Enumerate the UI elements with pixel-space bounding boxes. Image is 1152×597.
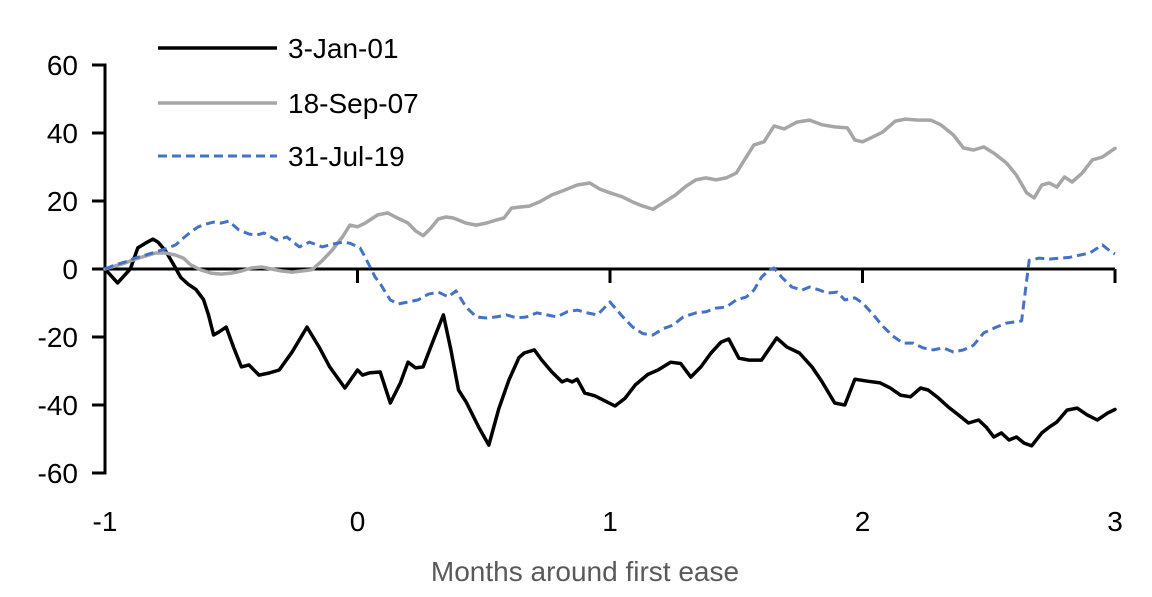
x-tick-label: 0 (350, 506, 366, 537)
series-lines (103, 117, 1117, 448)
legend-label-3-jan-01: 3-Jan-01 (288, 33, 399, 64)
y-tick-label: -40 (38, 390, 78, 421)
x-tick-label: 2 (855, 506, 871, 537)
legend-line-samples (158, 46, 277, 158)
x-tick-label: -1 (93, 506, 118, 537)
legend-label-31-jul-19: 31-Jul-19 (288, 141, 405, 172)
series-line-3-jan-01 (103, 237, 1117, 448)
y-tick-label: -20 (38, 322, 78, 353)
x-axis-title: Months around first ease (431, 556, 739, 587)
legend-label-18-sep-07: 18-Sep-07 (288, 88, 419, 119)
series-line-31-jul-19 (104, 219, 1116, 354)
x-tick-label: 1 (602, 506, 618, 537)
y-tick-label: 40 (47, 118, 78, 149)
y-tick-label: 60 (47, 50, 78, 81)
y-tick-label: 20 (47, 186, 78, 217)
series-line-18-sep-07 (103, 117, 1117, 276)
y-tick-label: -60 (38, 458, 78, 489)
legend: 3-Jan-01 18-Sep-07 31-Jul-19 (158, 33, 419, 172)
y-tick-label: 0 (62, 254, 78, 285)
x-tick-label: 3 (1107, 506, 1123, 537)
